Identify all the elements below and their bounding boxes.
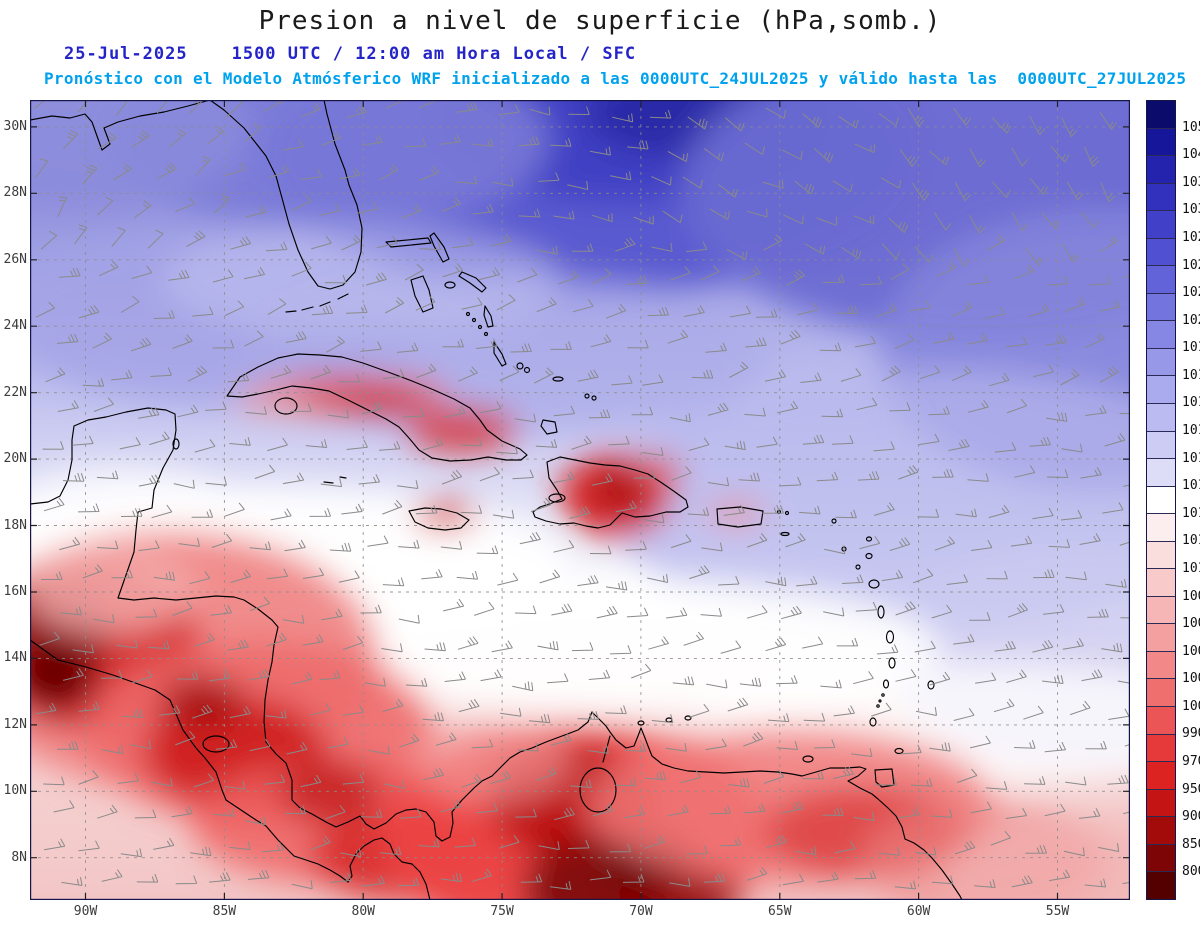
colorbar-cell	[1147, 238, 1175, 267]
colorbar-cell	[1147, 376, 1175, 405]
colorbar-tick-label: 1013	[1182, 505, 1200, 521]
lon-tick-label: 90W	[73, 904, 98, 919]
lat-tick-label: 16N	[3, 583, 27, 599]
colorbar-tick-label: 970	[1182, 754, 1200, 770]
colorbar-tick-label: 800	[1182, 864, 1200, 880]
lat-tick-label: 26N	[3, 251, 27, 267]
pressure-map	[30, 100, 1130, 900]
colorbar-cell	[1147, 156, 1175, 184]
lon-tick-label: 75W	[490, 904, 514, 919]
colorbar-tick-label: 990	[1182, 726, 1200, 742]
colorbar-tick-label: 1035	[1182, 174, 1200, 190]
colorbar-cell	[1147, 183, 1175, 212]
pressure-map-canvas	[30, 100, 1130, 900]
colorbar-tick-label: 1004	[1182, 643, 1200, 659]
lat-tick-label: 18N	[3, 517, 27, 533]
lat-tick-label: 22N	[3, 384, 27, 400]
colorbar-cell	[1147, 128, 1175, 157]
page-title: Presion a nivel de superficie (hPa,somb.…	[258, 6, 942, 36]
colorbar-cell	[1147, 762, 1175, 790]
colorbar-tick-label: 1002	[1182, 671, 1200, 687]
colorbar-cell	[1147, 541, 1175, 570]
colorbar-tick-label: 1050	[1182, 119, 1200, 135]
colorbar-cell	[1147, 872, 1175, 899]
colorbar-cell	[1147, 459, 1175, 487]
colorbar-tick-label: 1018	[1182, 367, 1200, 383]
colorbar-cell	[1147, 844, 1175, 873]
model-info-line: Pronóstico con el Modelo Atmósferico WRF…	[44, 69, 1187, 88]
colorbar-cell	[1147, 266, 1175, 294]
colorbar-cell	[1147, 321, 1175, 349]
colorbar-cell	[1147, 431, 1175, 460]
colorbar-cell	[1147, 789, 1175, 818]
lat-tick-label: 24N	[3, 318, 27, 334]
valid-time-line: 25-Jul-2025 1500 UTC / 12:00 am Hora Loca…	[64, 44, 636, 64]
colorbar-labels: 1050 1040 1035 1030 1028 1025 1022 1020 1019 1018…	[1182, 100, 1200, 900]
colorbar-cell	[1147, 404, 1175, 432]
colorbar-cell	[1147, 514, 1175, 542]
colorbar-tick-label: 900	[1182, 809, 1200, 825]
colorbar-tick-label: 1015	[1182, 450, 1200, 466]
colorbar-cell	[1147, 348, 1175, 377]
colorbar-tick-label: 1014	[1182, 478, 1200, 494]
colorbar-tick-label: 1028	[1182, 229, 1200, 245]
lat-tick-label: 12N	[3, 716, 27, 732]
colorbar-cell	[1147, 211, 1175, 239]
lat-tick-label: 10N	[3, 783, 27, 799]
time-label: 1500 UTC / 12:00 am Hora Local / SFC	[231, 44, 637, 64]
colorbar	[1146, 100, 1176, 900]
colorbar-tick-label: 1012	[1182, 533, 1200, 549]
colorbar-tick-label: 1025	[1182, 257, 1200, 273]
lon-tick-label: 55W	[1045, 904, 1070, 919]
lat-tick-label: 20N	[3, 451, 27, 467]
lat-tick-label: 28N	[3, 185, 27, 201]
lon-tick-label: 80W	[351, 904, 375, 919]
lon-tick-label: 70W	[629, 904, 653, 919]
colorbar-tick-label: 1040	[1182, 147, 1200, 163]
colorbar-tick-label: 1022	[1182, 285, 1200, 301]
colorbar-tick-label: 1017	[1182, 395, 1200, 411]
lon-tick-label: 65W	[768, 904, 792, 919]
colorbar-cell	[1147, 651, 1175, 680]
lat-tick-label: 8N	[11, 849, 27, 865]
colorbar-tick-label: 950	[1182, 781, 1200, 797]
colorbar-tick-label: 1019	[1182, 340, 1200, 356]
colorbar-cell	[1147, 596, 1175, 625]
colorbar-tick-label: 1030	[1182, 202, 1200, 218]
colorbar-tick-label: 1020	[1182, 312, 1200, 328]
map-frame: Sisπ- ONAMET/REP.DOM.	[30, 100, 1130, 900]
lon-tick-label: 60W	[906, 904, 931, 919]
colorbar-tick-label: 1000	[1182, 698, 1200, 714]
lat-tick-label: 14N	[3, 650, 27, 666]
lat-tick-label: 30N	[3, 118, 27, 134]
wind-barbs	[33, 100, 1130, 890]
colorbar-cell	[1147, 817, 1175, 845]
colorbar-cell	[1147, 624, 1175, 652]
colorbar-cell	[1147, 486, 1175, 515]
colorbar-tick-label: 1008	[1182, 588, 1200, 604]
latitude-axis: 30N 28N 26N 24N 22N 20N 18N 16N 14N 12N 10N 8N	[0, 0, 27, 927]
colorbar-cell	[1147, 101, 1175, 129]
colorbar-tick-label: 1016	[1182, 423, 1200, 439]
colorbar-cell	[1147, 679, 1175, 708]
colorbar-cell	[1147, 293, 1175, 322]
colorbar-tick-label: 850	[1182, 836, 1200, 852]
date-label: 25-Jul-2025	[64, 44, 188, 64]
colorbar-cell	[1147, 569, 1175, 597]
lon-tick-label: 85W	[212, 904, 237, 919]
colorbar-cell	[1147, 707, 1175, 735]
colorbar-tick-label: 1006	[1182, 616, 1200, 632]
colorbar-cell	[1147, 734, 1175, 763]
